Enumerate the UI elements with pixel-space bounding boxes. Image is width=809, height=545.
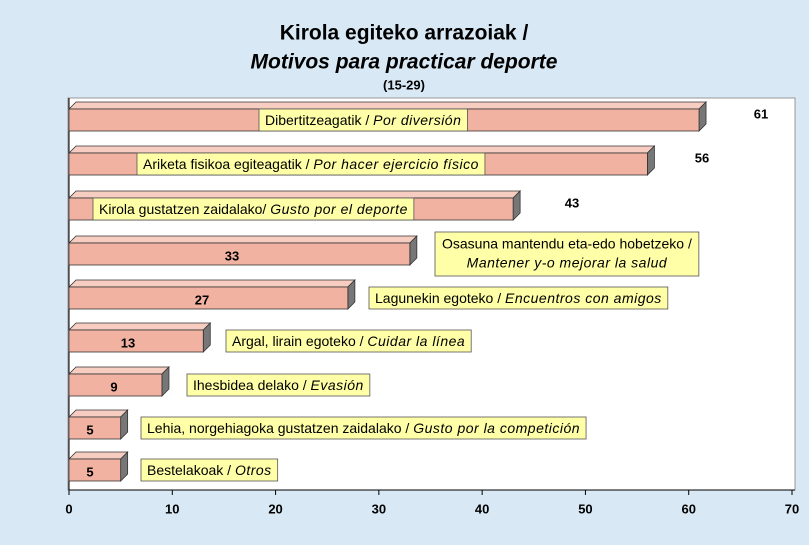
category-text: Argal, lirain egoteko /: [232, 333, 367, 349]
category-text: Kirola gustatzen zaidalako/ Gusto por el…: [99, 201, 408, 217]
value-label: 33: [225, 248, 239, 263]
category-label: Lagunekin egoteko / Encuentros con amigo…: [368, 286, 669, 310]
category-text: Dibertitzeagatik / Por diversión: [265, 112, 461, 128]
chart-note: (15-29): [383, 77, 425, 92]
label-box: [186, 373, 371, 397]
value-label: 13: [121, 335, 135, 350]
bar: [68, 329, 204, 353]
x-tick-label: 60: [681, 501, 695, 516]
category-italic: Por diversión: [373, 112, 461, 128]
bar-top: [68, 279, 356, 288]
category-italic: Cuidar la línea: [367, 333, 465, 349]
category-text: Kirola gustatzen zaidalako/: [99, 201, 270, 217]
value-label: 5: [86, 464, 93, 479]
category-label: Bestelakoak / Otros: [140, 458, 279, 482]
label-box: [136, 152, 486, 176]
label-box: [258, 108, 468, 132]
category-italic: Evasión: [311, 377, 364, 393]
category-italic: Otros: [235, 462, 272, 478]
value-label: 61: [754, 106, 768, 121]
category-text: Lehia, norgehiagoka gustatzen zaidalako …: [147, 420, 413, 436]
value-label: 43: [565, 195, 579, 210]
chart-title: Kirola egiteko arrazoiak /: [280, 22, 529, 45]
bar-top: [68, 190, 522, 199]
category-label: Osasuna mantendu eta-edo hobetzeko / Mant…: [434, 231, 700, 277]
value-label: 27: [195, 292, 209, 307]
value-label: 56: [695, 150, 709, 165]
label-box: [225, 329, 472, 353]
category-text: Bestelakoak /: [147, 462, 235, 478]
label-box: [140, 458, 279, 482]
label-box: [92, 197, 415, 221]
category-text: Lagunekin egoteko /: [375, 290, 505, 306]
bar: [68, 242, 411, 266]
category-text: Ariketa fisikoa egiteagatik /: [143, 156, 313, 172]
category-text: Ihesbidea delako / Evasión: [193, 377, 364, 393]
chart-subtitle: Motivos para practicar deporte: [251, 51, 558, 74]
bar-top: [68, 366, 170, 375]
category-label: Ihesbidea delako / Evasión: [186, 373, 371, 397]
bar-top: [68, 451, 129, 460]
label-box: [140, 416, 587, 440]
category-label: Ariketa fisikoa egiteagatik / Por hacer …: [136, 152, 486, 176]
category-text: Argal, lirain egoteko / Cuidar la línea: [232, 333, 465, 349]
value-label: 5: [86, 422, 93, 437]
x-tick-label: 20: [268, 501, 282, 516]
x-tick-label: 10: [165, 501, 179, 516]
category-text: Ihesbidea delako /: [193, 377, 311, 393]
category-text: Lehia, norgehiagoka gustatzen zaidalako …: [147, 420, 580, 436]
category-text: Dibertitzeagatik /: [265, 112, 373, 128]
bar: [68, 286, 349, 310]
bar: [68, 416, 122, 440]
x-tick-label: 0: [65, 501, 72, 516]
x-tick-label: 30: [372, 501, 386, 516]
x-tick-label: 40: [475, 501, 489, 516]
label-box: [434, 231, 700, 277]
category-text: Ariketa fisikoa egiteagatik / Por hacer …: [143, 156, 479, 172]
x-tick-label: 70: [785, 501, 799, 516]
bar-top: [68, 145, 656, 154]
category-label: Lehia, norgehiagoka gustatzen zaidalako …: [140, 416, 587, 440]
value-label: 9: [110, 379, 117, 394]
category-label: Argal, lirain egoteko / Cuidar la línea: [225, 329, 472, 353]
bar-top: [68, 322, 212, 331]
bar: [68, 373, 163, 397]
bar-top: [68, 409, 129, 418]
category-text: Bestelakoak / Otros: [147, 462, 272, 478]
category-label: Kirola gustatzen zaidalako/ Gusto por el…: [92, 197, 415, 221]
x-tick-label: 50: [578, 501, 592, 516]
category-italic: Gusto por la competición: [413, 420, 580, 436]
category-text: Osasuna mantendu eta-edo hobetzeko /: [442, 236, 692, 252]
label-box: [368, 286, 669, 310]
category-italic: Encuentros con amigos: [505, 290, 662, 306]
category-italic: Gusto por el deporte: [270, 201, 408, 217]
bar-top: [68, 235, 418, 244]
category-text: Lagunekin egoteko / Encuentros con amigo…: [375, 290, 662, 306]
category-label: Dibertitzeagatik / Por diversión: [258, 108, 468, 132]
bar: [68, 458, 122, 482]
category-italic: Mantener y-o mejorar la salud: [467, 255, 668, 271]
bar-top: [68, 101, 708, 110]
category-italic: Por hacer ejercicio físico: [313, 156, 479, 172]
